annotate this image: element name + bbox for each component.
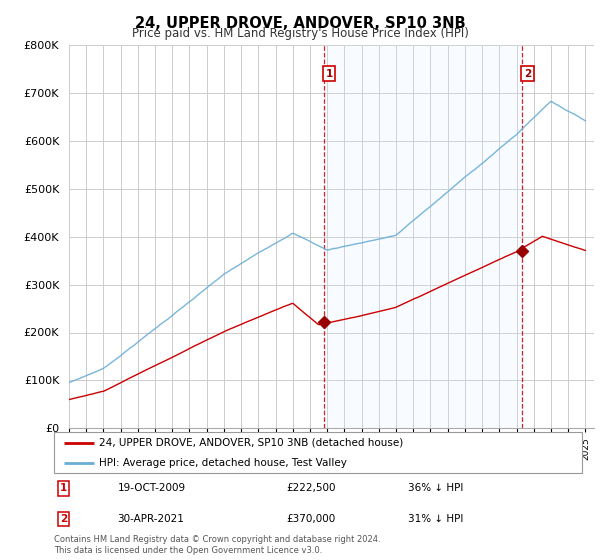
Text: 1: 1 [325, 68, 333, 78]
Text: 36% ↓ HPI: 36% ↓ HPI [408, 483, 463, 493]
Text: 2: 2 [60, 514, 67, 524]
Text: 1: 1 [60, 483, 67, 493]
Text: 24, UPPER DROVE, ANDOVER, SP10 3NB (detached house): 24, UPPER DROVE, ANDOVER, SP10 3NB (deta… [99, 438, 403, 448]
Text: 30-APR-2021: 30-APR-2021 [118, 514, 184, 524]
Text: 19-OCT-2009: 19-OCT-2009 [118, 483, 185, 493]
FancyBboxPatch shape [54, 432, 582, 473]
Text: £222,500: £222,500 [286, 483, 336, 493]
Text: Price paid vs. HM Land Registry's House Price Index (HPI): Price paid vs. HM Land Registry's House … [131, 27, 469, 40]
Text: 2: 2 [524, 68, 531, 78]
Text: 31% ↓ HPI: 31% ↓ HPI [408, 514, 463, 524]
Text: 24, UPPER DROVE, ANDOVER, SP10 3NB: 24, UPPER DROVE, ANDOVER, SP10 3NB [134, 16, 466, 31]
Bar [324, 45, 522, 428]
Text: £370,000: £370,000 [286, 514, 335, 524]
Text: HPI: Average price, detached house, Test Valley: HPI: Average price, detached house, Test… [99, 458, 347, 468]
Text: Contains HM Land Registry data © Crown copyright and database right 2024.
This d: Contains HM Land Registry data © Crown c… [54, 535, 380, 555]
